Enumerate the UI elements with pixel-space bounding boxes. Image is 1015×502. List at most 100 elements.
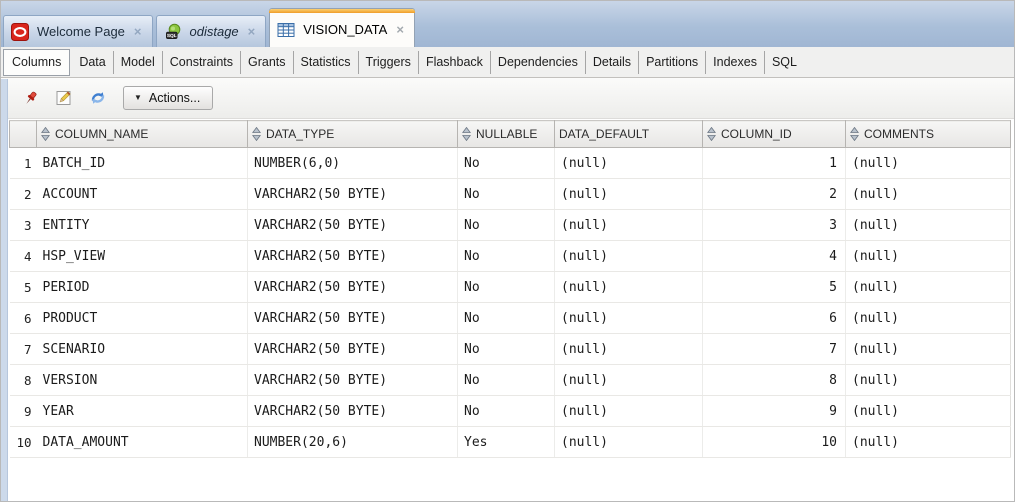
refresh-icon[interactable] bbox=[85, 85, 111, 111]
subtab-indexes[interactable]: Indexes bbox=[706, 50, 765, 74]
cell-column-id[interactable]: 6 bbox=[702, 302, 846, 334]
cell-nullable[interactable]: No bbox=[457, 302, 555, 334]
column-header-data-type[interactable]: DATA_TYPE bbox=[247, 120, 458, 148]
cell-comments[interactable]: (null) bbox=[845, 240, 1011, 272]
cell-nullable[interactable]: Yes bbox=[457, 426, 555, 458]
cell-comments[interactable]: (null) bbox=[845, 271, 1011, 303]
cell-data-default[interactable]: (null) bbox=[554, 302, 703, 334]
close-icon[interactable]: × bbox=[247, 24, 256, 39]
subtab-model[interactable]: Model bbox=[114, 50, 163, 74]
cell-comments[interactable]: (null) bbox=[845, 364, 1011, 396]
row-number[interactable]: 6 bbox=[9, 302, 37, 334]
cell-column-id[interactable]: 5 bbox=[702, 271, 846, 303]
cell-nullable[interactable]: No bbox=[457, 333, 555, 365]
cell-data-default[interactable]: (null) bbox=[554, 364, 703, 396]
row-number[interactable]: 10 bbox=[9, 426, 37, 458]
subtab-data[interactable]: Data bbox=[72, 50, 114, 74]
cell-column-name[interactable]: PRODUCT bbox=[36, 302, 248, 334]
cell-data-type[interactable]: VARCHAR2(50 BYTE) bbox=[247, 178, 458, 210]
cell-column-id[interactable]: 3 bbox=[702, 209, 846, 241]
cell-data-type[interactable]: VARCHAR2(50 BYTE) bbox=[247, 209, 458, 241]
actions-button[interactable]: ▼ Actions... bbox=[123, 86, 214, 110]
cell-nullable[interactable]: No bbox=[457, 147, 555, 179]
row-number[interactable]: 1 bbox=[9, 147, 37, 179]
cell-column-id[interactable]: 7 bbox=[702, 333, 846, 365]
row-number[interactable]: 5 bbox=[9, 271, 37, 303]
cell-column-name[interactable]: HSP_VIEW bbox=[36, 240, 248, 272]
subtab-details[interactable]: Details bbox=[586, 50, 640, 74]
column-header-nullable[interactable]: NULLABLE bbox=[457, 120, 555, 148]
tab-vision-data[interactable]: VISION_DATA × bbox=[269, 8, 415, 47]
cell-comments[interactable]: (null) bbox=[845, 178, 1011, 210]
cell-nullable[interactable]: No bbox=[457, 240, 555, 272]
subtab-triggers[interactable]: Triggers bbox=[359, 50, 419, 74]
cell-column-id[interactable]: 9 bbox=[702, 395, 846, 427]
cell-data-type[interactable]: VARCHAR2(50 BYTE) bbox=[247, 395, 458, 427]
cell-column-name[interactable]: BATCH_ID bbox=[36, 147, 248, 179]
subtab-sql[interactable]: SQL bbox=[771, 54, 797, 69]
cell-column-id[interactable]: 4 bbox=[702, 240, 846, 272]
cell-column-name[interactable]: DATA_AMOUNT bbox=[36, 426, 248, 458]
cell-column-id[interactable]: 1 bbox=[702, 147, 846, 179]
cell-column-name[interactable]: SCENARIO bbox=[36, 333, 248, 365]
cell-column-id[interactable]: 10 bbox=[702, 426, 846, 458]
cell-data-default[interactable]: (null) bbox=[554, 395, 703, 427]
subtab-dependencies[interactable]: Dependencies bbox=[491, 50, 586, 74]
row-number[interactable]: 4 bbox=[9, 240, 37, 272]
cell-data-type[interactable]: VARCHAR2(50 BYTE) bbox=[247, 240, 458, 272]
cell-column-name[interactable]: ACCOUNT bbox=[36, 178, 248, 210]
tab-odistage[interactable]: SQL odistage × bbox=[155, 15, 267, 47]
cell-column-name[interactable]: PERIOD bbox=[36, 271, 248, 303]
cell-column-name[interactable]: VERSION bbox=[36, 364, 248, 396]
cell-comments[interactable]: (null) bbox=[845, 209, 1011, 241]
cell-column-name[interactable]: YEAR bbox=[36, 395, 248, 427]
subtab-flashback[interactable]: Flashback bbox=[419, 50, 491, 74]
cell-comments[interactable]: (null) bbox=[845, 147, 1011, 179]
cell-nullable[interactable]: No bbox=[457, 178, 555, 210]
cell-data-type[interactable]: VARCHAR2(50 BYTE) bbox=[247, 333, 458, 365]
pin-icon[interactable] bbox=[17, 85, 43, 111]
subtab-statistics[interactable]: Statistics bbox=[294, 50, 359, 74]
cell-nullable[interactable]: No bbox=[457, 395, 555, 427]
cell-data-type[interactable]: VARCHAR2(50 BYTE) bbox=[247, 364, 458, 396]
row-number[interactable]: 9 bbox=[9, 395, 37, 427]
row-number[interactable]: 7 bbox=[9, 333, 37, 365]
row-number[interactable]: 2 bbox=[9, 178, 37, 210]
cell-nullable[interactable]: No bbox=[457, 271, 555, 303]
cell-data-default[interactable]: (null) bbox=[554, 240, 703, 272]
close-icon[interactable]: × bbox=[133, 24, 142, 39]
cell-data-default[interactable]: (null) bbox=[554, 333, 703, 365]
cell-column-id[interactable]: 2 bbox=[702, 178, 846, 210]
subtab-constraints[interactable]: Constraints bbox=[163, 50, 242, 74]
subtab-columns[interactable]: Columns bbox=[3, 48, 71, 76]
column-header-comments[interactable]: COMMENTS bbox=[845, 120, 1011, 148]
cell-data-default[interactable]: (null) bbox=[554, 209, 703, 241]
cell-data-type[interactable]: NUMBER(20,6) bbox=[247, 426, 458, 458]
cell-data-type[interactable]: VARCHAR2(50 BYTE) bbox=[247, 271, 458, 303]
cell-column-id[interactable]: 8 bbox=[702, 364, 846, 396]
cell-data-default[interactable]: (null) bbox=[554, 271, 703, 303]
edit-icon[interactable] bbox=[51, 85, 77, 111]
cell-column-name[interactable]: ENTITY bbox=[36, 209, 248, 241]
cell-comments[interactable]: (null) bbox=[845, 333, 1011, 365]
tab-welcome-page[interactable]: Welcome Page × bbox=[3, 15, 153, 47]
cell-data-type[interactable]: NUMBER(6,0) bbox=[247, 147, 458, 179]
cell-data-default[interactable]: (null) bbox=[554, 426, 703, 458]
cell-nullable[interactable]: No bbox=[457, 209, 555, 241]
object-viewer-subtabs: Columns Data Model Constraints Grants St… bbox=[1, 47, 1014, 78]
cell-data-default[interactable]: (null) bbox=[554, 178, 703, 210]
column-header-data-default[interactable]: DATA_DEFAULT bbox=[554, 120, 703, 148]
cell-data-type[interactable]: VARCHAR2(50 BYTE) bbox=[247, 302, 458, 334]
cell-comments[interactable]: (null) bbox=[845, 426, 1011, 458]
close-icon[interactable]: × bbox=[396, 22, 404, 37]
cell-data-default[interactable]: (null) bbox=[554, 147, 703, 179]
cell-comments[interactable]: (null) bbox=[845, 302, 1011, 334]
subtab-grants[interactable]: Grants bbox=[241, 50, 294, 74]
cell-nullable[interactable]: No bbox=[457, 364, 555, 396]
subtab-partitions[interactable]: Partitions bbox=[639, 50, 707, 74]
column-header-column-name[interactable]: COLUMN_NAME bbox=[36, 120, 248, 148]
cell-comments[interactable]: (null) bbox=[845, 395, 1011, 427]
row-number[interactable]: 8 bbox=[9, 364, 37, 396]
row-number[interactable]: 3 bbox=[9, 209, 37, 241]
column-header-column-id[interactable]: COLUMN_ID bbox=[702, 120, 846, 148]
